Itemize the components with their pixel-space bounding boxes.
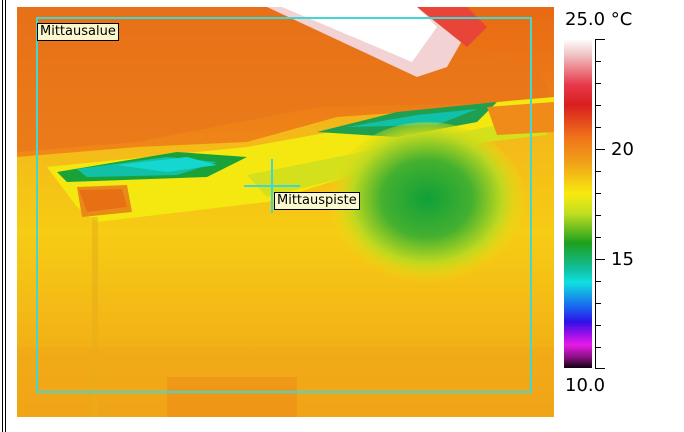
scale-tick: [595, 303, 601, 304]
scale-tick: [595, 325, 601, 326]
measurement-area-box[interactable]: [36, 17, 532, 393]
scale-tick: [595, 237, 601, 238]
scale-axis: [595, 39, 596, 368]
scale-tick: [595, 368, 605, 369]
thermal-image[interactable]: [17, 7, 554, 417]
temperature-colorbar: [564, 39, 592, 368]
scale-tick: [595, 105, 601, 106]
scale-max-label: 25.0 °C: [565, 9, 633, 30]
scale-tick: [595, 347, 601, 348]
measurement-spot-crosshair-vertical[interactable]: [271, 159, 273, 213]
scale-tick: [595, 61, 601, 62]
scale-tick: [595, 149, 605, 150]
scale-tick: [595, 127, 601, 128]
scale-tick: [595, 171, 601, 172]
scale-tick: [595, 39, 605, 40]
scale-tick-label: 20: [611, 139, 634, 160]
scale-tick: [595, 215, 601, 216]
measurement-area-label: Mittausalue: [37, 23, 119, 41]
scale-tick: [595, 83, 601, 84]
scale-tick: [595, 281, 601, 282]
scale-tick: [595, 259, 605, 260]
measurement-spot-label: Mittauspiste: [274, 192, 360, 210]
scale-min-label: 10.0: [565, 375, 606, 396]
window-border-inner: [5, 0, 8, 432]
scale-tick-label: 15: [611, 249, 634, 270]
thermal-image-graphic: [17, 7, 554, 417]
scale-tick: [595, 193, 601, 194]
window-border-left: [0, 0, 3, 432]
